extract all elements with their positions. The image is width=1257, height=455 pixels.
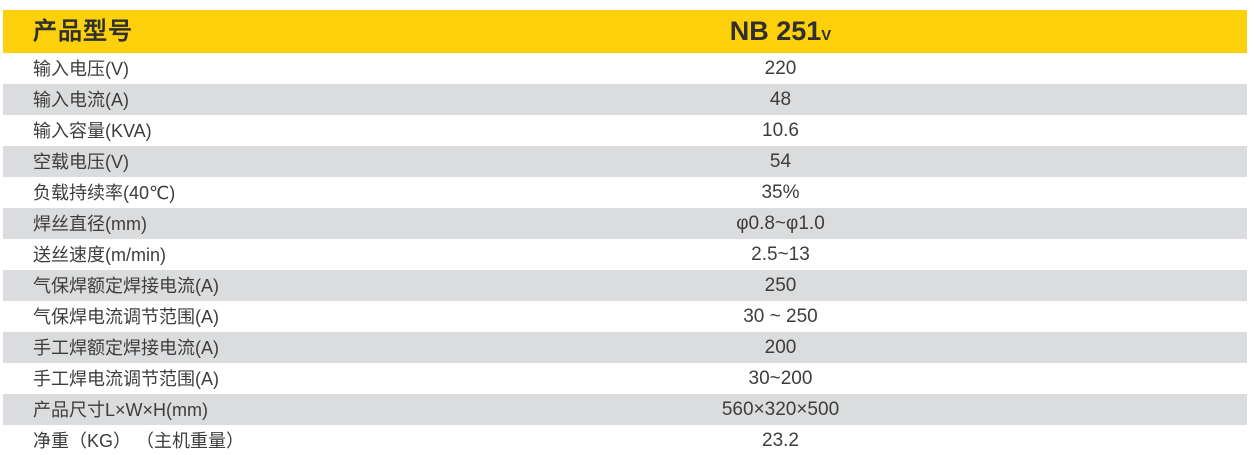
spec-label: 手工焊电流调节范围(A): [33, 368, 219, 389]
spec-label: 净重（KG） （主机重量）: [33, 430, 245, 451]
table-row: 焊丝直径(mm) φ0.8~φ1.0: [3, 208, 1247, 239]
spec-rows: 输入电压(V) 220 输入电流(A) 48 输入容量(KVA) 10.6 空载…: [3, 53, 1247, 455]
spec-label: 产品尺寸L×W×H(mm): [33, 399, 208, 420]
spec-label: 输入容量(KVA): [33, 120, 152, 141]
product-model-header-label: 产品型号: [33, 17, 133, 45]
spec-label: 输入电压(V): [33, 58, 129, 79]
table-row: 气保焊额定焊接电流(A) 250: [3, 270, 1247, 301]
spec-label: 气保焊额定焊接电流(A): [33, 275, 219, 296]
table-row: 手工焊额定焊接电流(A) 200: [3, 332, 1247, 363]
spec-label: 手工焊额定焊接电流(A): [33, 337, 219, 358]
table-row: 净重（KG） （主机重量） 23.2: [3, 425, 1247, 455]
spec-value: 48: [769, 89, 792, 110]
table-row: 输入电压(V) 220: [3, 53, 1247, 84]
spec-value: 560×320×500: [721, 399, 840, 420]
spec-label: 负载持续率(40℃): [33, 182, 176, 203]
spec-value: 2.5~13: [751, 244, 810, 265]
spec-value: 23.2: [762, 430, 799, 451]
model-suffix: V: [821, 27, 832, 44]
table-row: 空载电压(V) 54: [3, 146, 1247, 177]
spec-value: φ0.8~φ1.0: [736, 213, 825, 234]
table-row: 输入电流(A) 48: [3, 84, 1247, 115]
spec-value: 30 ~ 250: [743, 306, 818, 327]
spec-label: 气保焊电流调节范围(A): [33, 306, 219, 327]
spec-value: 250: [764, 275, 797, 296]
model-name: NB 251: [729, 16, 822, 46]
spec-value: 35%: [761, 182, 800, 203]
spec-label: 空载电压(V): [33, 151, 129, 172]
product-spec-table: 产品型号 NB 251V 输入电压(V) 220 输入电流(A) 48 输入容量…: [3, 10, 1247, 455]
spec-value: 54: [769, 151, 792, 172]
spec-value: 30~200: [748, 368, 813, 389]
spec-value: 220: [764, 58, 797, 79]
spec-label: 送丝速度(m/min): [33, 244, 166, 265]
table-row: 负载持续率(40℃) 35%: [3, 177, 1247, 208]
table-row: 手工焊电流调节范围(A) 30~200: [3, 363, 1247, 394]
table-row: 送丝速度(m/min) 2.5~13: [3, 239, 1247, 270]
table-row: 输入容量(KVA) 10.6: [3, 115, 1247, 146]
spec-label: 焊丝直径(mm): [33, 213, 147, 234]
spec-label: 输入电流(A): [33, 89, 129, 110]
spec-value: 10.6: [762, 120, 799, 141]
table-row: 产品尺寸L×W×H(mm) 560×320×500: [3, 394, 1247, 425]
product-model-value: NB 251V: [501, 18, 1061, 45]
table-row: 气保焊电流调节范围(A) 30 ~ 250: [3, 301, 1247, 332]
spec-value: 200: [764, 337, 797, 358]
table-header-row: 产品型号 NB 251V: [3, 10, 1247, 53]
